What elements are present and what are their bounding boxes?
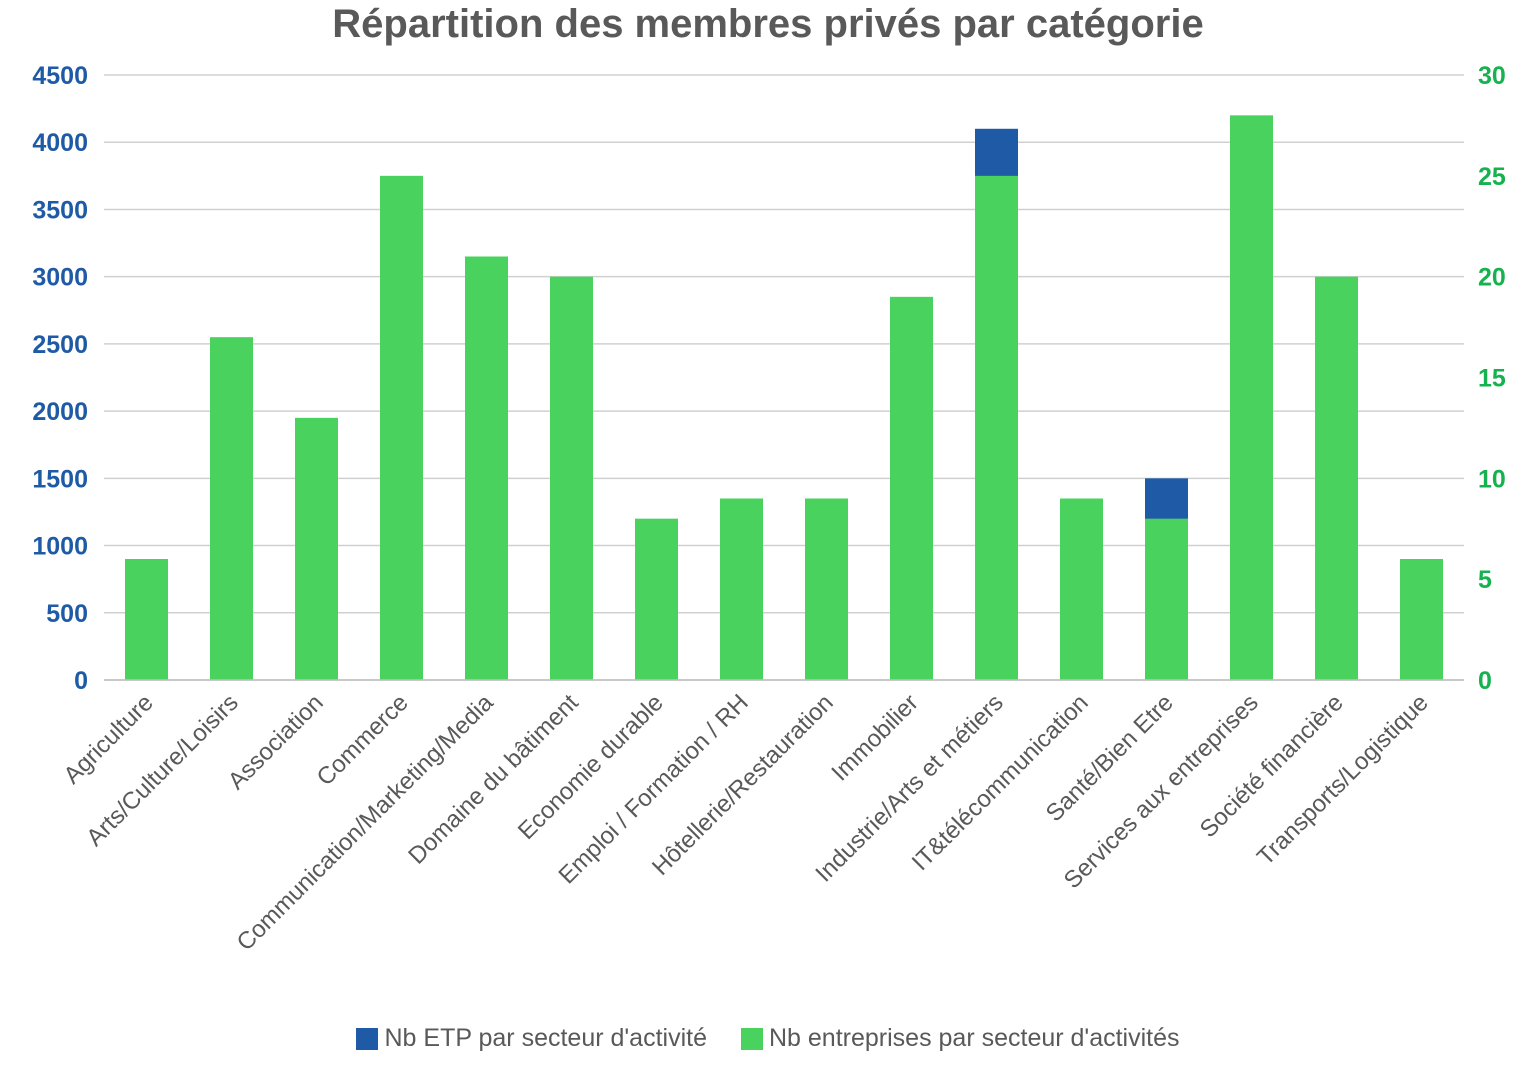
- y-left-tick-label: 4000: [32, 129, 88, 157]
- legend-item-entreprises: Nb entreprises par secteur d'activités: [741, 1024, 1180, 1053]
- y-left-tick-label: 0: [74, 667, 88, 695]
- bar-entreprises: [295, 417, 338, 680]
- y-left-tick-label: 2500: [32, 331, 88, 359]
- y-left-tick-label: 3500: [32, 196, 88, 224]
- x-tick-label: Transports/Logistique: [1252, 689, 1434, 871]
- bar-entreprises: [720, 498, 763, 680]
- x-tick-label: Economie durable: [513, 689, 669, 845]
- bar-entreprises: [1230, 115, 1273, 681]
- bar-entreprises: [1315, 276, 1358, 680]
- legend-label-entreprises: Nb entreprises par secteur d'activités: [769, 1024, 1180, 1052]
- chart-title: Répartition des membres privés par catég…: [332, 2, 1204, 46]
- bar-entreprises: [550, 276, 593, 680]
- y-left-tick-label: 2000: [32, 398, 88, 426]
- x-tick-label: Arts/Culture/Loisirs: [81, 689, 243, 851]
- bar-entreprises: [805, 498, 848, 680]
- bar-entreprises: [380, 175, 423, 681]
- y-right-tick-label: 30: [1478, 62, 1506, 90]
- x-tick-label: Domaine du bâtiment: [403, 689, 584, 870]
- y-left-tick-label: 1500: [32, 465, 88, 493]
- bar-entreprises: [210, 337, 253, 680]
- y-left-tick-label: 500: [46, 600, 88, 628]
- y-right-tick-label: 25: [1478, 163, 1506, 191]
- y-right-tick-label: 0: [1478, 667, 1492, 695]
- y-right-tick-label: 20: [1478, 264, 1506, 292]
- bar-entreprises: [125, 559, 168, 680]
- legend-label-etp: Nb ETP par secteur d'activité: [384, 1024, 707, 1052]
- y-left-tick-label: 3000: [32, 264, 88, 292]
- x-tick-label: Société financière: [1195, 689, 1349, 843]
- bar-entreprises: [635, 518, 678, 680]
- y-right-tick-label: 15: [1478, 365, 1506, 393]
- bar-entreprises: [465, 256, 508, 680]
- y-left-tick-label: 4500: [32, 62, 88, 90]
- y-left-tick-label: 1000: [32, 533, 88, 561]
- legend: Nb ETP par secteur d'activité Nb entrepr…: [0, 1024, 1536, 1053]
- y-right-tick-label: 10: [1478, 465, 1506, 493]
- bar-entreprises: [1400, 559, 1443, 680]
- bar-entreprises: [975, 175, 1018, 681]
- bar-entreprises: [890, 296, 933, 680]
- bar-entreprises: [1060, 498, 1103, 680]
- legend-item-etp: Nb ETP par secteur d'activité: [356, 1024, 707, 1053]
- legend-swatch-entreprises: [741, 1027, 763, 1050]
- y-right-tick-label: 5: [1478, 566, 1492, 594]
- bar-entreprises: [1145, 518, 1188, 680]
- legend-swatch-etp: [356, 1027, 379, 1050]
